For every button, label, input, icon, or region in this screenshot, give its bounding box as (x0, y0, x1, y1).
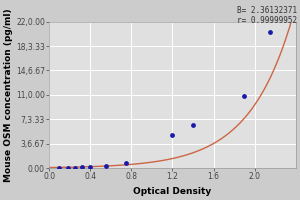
Point (88, 165, 93, 169)
Point (80, 166, 84, 169)
Y-axis label: Mouse OSM concentration (pg/ml): Mouse OSM concentration (pg/ml) (4, 8, 13, 182)
Point (170, 133, 175, 136)
Point (103, 164, 108, 168)
Point (124, 162, 129, 165)
Point (190, 123, 195, 126)
Text: B= 2.36132371
r= 0.99999952: B= 2.36132371 r= 0.99999952 (237, 6, 297, 25)
Point (72, 166, 77, 169)
Point (57, 166, 62, 170)
X-axis label: Optical Density: Optical Density (133, 187, 211, 196)
Point (242, 95, 247, 98)
Point (268, 30, 272, 33)
Point (65, 166, 70, 169)
